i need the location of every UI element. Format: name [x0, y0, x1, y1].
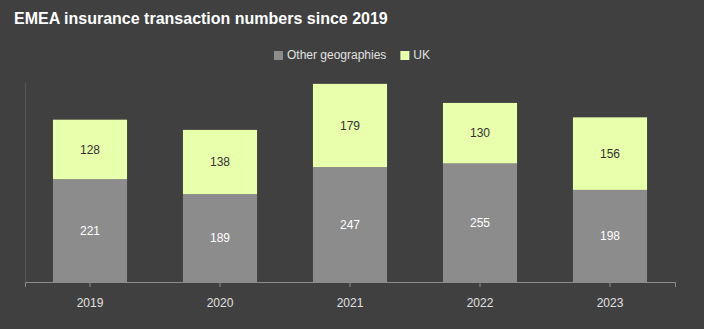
bars	[53, 84, 647, 282]
data-label: 255	[470, 216, 490, 230]
bar	[183, 130, 257, 194]
x-tick-label: 2021	[337, 296, 364, 310]
y-axis-line	[25, 83, 26, 283]
x-tick-label: 2023	[597, 296, 624, 310]
x-tick: 2023	[597, 282, 624, 310]
x-tick-mark	[480, 282, 481, 287]
legend-label: Other geographies	[287, 48, 386, 62]
data-label: 221	[80, 224, 100, 238]
background	[0, 0, 704, 329]
x-tick-label: 2022	[467, 296, 494, 310]
x-tick: 2019	[77, 282, 104, 310]
data-label: 128	[80, 143, 100, 157]
data-label: 130	[470, 126, 490, 140]
data-label: 138	[210, 155, 230, 169]
x-tick-mark	[90, 282, 91, 287]
x-tick-mark	[610, 282, 611, 287]
bar	[313, 84, 387, 167]
x-tick-mark	[350, 282, 351, 287]
x-axis: 2019 2020 2021 2022 2023	[26, 282, 676, 310]
legend-item: UK	[400, 48, 430, 62]
legend: Other geographies UK	[274, 48, 430, 62]
x-tick-label: 2020	[207, 296, 234, 310]
legend-item: Other geographies	[274, 48, 386, 62]
bar	[443, 163, 517, 282]
bar	[443, 103, 517, 163]
bar	[313, 167, 387, 282]
data-label: 156	[600, 147, 620, 161]
data-label: 179	[340, 119, 360, 133]
data-label: 247	[340, 218, 360, 232]
bar	[573, 190, 647, 282]
y-axis	[25, 83, 26, 283]
bar	[53, 120, 127, 180]
legend-swatch	[400, 51, 409, 60]
x-tick: 2022	[467, 282, 494, 310]
chart: EMEA insurance transaction numbers since…	[0, 0, 704, 329]
data-label: 198	[600, 229, 620, 243]
x-axis-line	[26, 283, 676, 288]
x-tick: 2021	[337, 282, 364, 310]
x-tick: 2020	[207, 282, 234, 310]
data-label: 189	[210, 231, 230, 245]
x-tick-label: 2019	[77, 296, 104, 310]
bar	[573, 117, 647, 190]
x-tick-mark	[220, 282, 221, 287]
data-labels: 221 189 247 255 198 128 138 179 130 156	[80, 119, 620, 246]
legend-swatch	[274, 51, 283, 60]
title: EMEA insurance transaction numbers since…	[14, 10, 388, 27]
bar	[53, 179, 127, 282]
legend-label: UK	[413, 48, 430, 62]
bar	[183, 194, 257, 282]
